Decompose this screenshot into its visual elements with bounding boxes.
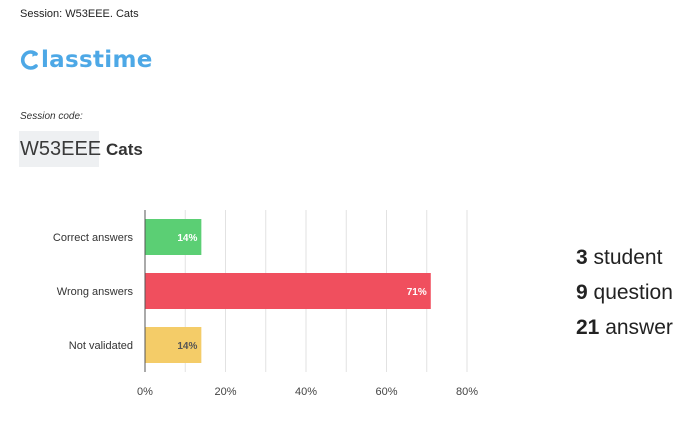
bar [145, 219, 202, 255]
x-tick-label: 20% [214, 386, 236, 398]
data-label: 71% [407, 287, 427, 298]
stat-label: question [587, 281, 673, 304]
session-code-value: W53EEE [20, 138, 102, 160]
bar [145, 273, 431, 309]
data-label: 14% [177, 341, 197, 352]
stat-value: 21 [576, 316, 600, 339]
stat-label: student [587, 246, 663, 269]
data-label: 14% [177, 233, 197, 244]
stat-value: 3 [576, 246, 588, 269]
x-tick-label: 40% [295, 386, 317, 398]
stat-label: answer [599, 316, 673, 339]
stat-answers: 21 answer [576, 310, 673, 345]
bar [145, 327, 202, 363]
results-bar-chart: 0% 20% 40% 60% 80% Correct answers 14% Wrong an… [0, 205, 520, 405]
stat-questions: 9 question [576, 275, 673, 310]
results-bar-chart-svg: 0% 20% 40% 60% 80% Correct answers 14% Wrong an… [53, 210, 478, 398]
session-name: Cats [106, 140, 143, 159]
category-label: Correct answers [53, 232, 134, 244]
stat-students: 3 student [576, 240, 673, 275]
classtime-c-logo-icon [20, 50, 38, 70]
x-tick-label: 0% [137, 386, 153, 398]
session-code-box [19, 131, 99, 167]
session-stats: 3 student 9 question 21 answer [576, 240, 673, 345]
x-tick-label: 80% [456, 386, 478, 398]
stat-value: 9 [576, 281, 588, 304]
category-label: Not validated [69, 340, 133, 352]
category-label: Wrong answers [57, 286, 134, 298]
x-tick-label: 60% [375, 386, 397, 398]
session-title: Session: W53EEE. Cats [20, 8, 139, 20]
logo-text: lasstime [41, 47, 153, 73]
classtime-logo: lasstime [19, 44, 153, 76]
session-code-caption: Session code: [20, 111, 83, 122]
